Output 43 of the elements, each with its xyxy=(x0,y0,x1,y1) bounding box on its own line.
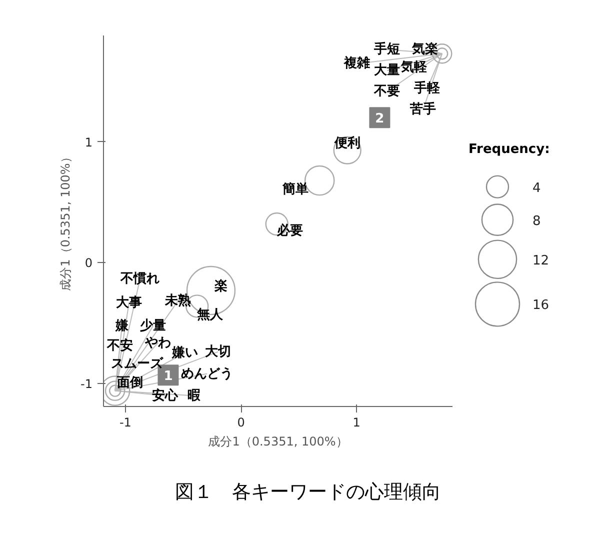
annotation: 複雑 xyxy=(343,55,370,72)
y-tick-label: 0 xyxy=(84,256,93,270)
annotation: 大事 xyxy=(116,295,142,310)
annotation: 簡単 xyxy=(282,182,309,198)
annotation: めんどう xyxy=(181,366,234,382)
annotation: 大切 xyxy=(205,344,232,360)
text: 図１ 各キーワードの心理傾向 xyxy=(175,481,441,505)
annotation: 気楽 xyxy=(411,42,438,58)
annotation: 不慣れ xyxy=(120,271,160,286)
annotation: スムーズ xyxy=(111,356,164,372)
y-axis-title: 成分1（0.5351, 100%） xyxy=(58,151,73,291)
annotation: 気軽 xyxy=(400,60,428,76)
y-tick-label: 1 xyxy=(84,135,93,150)
annotation: 必要 xyxy=(276,222,303,239)
annotation: 2 xyxy=(375,112,384,127)
annotation: 便利 xyxy=(333,134,360,151)
annotation: やわ xyxy=(144,335,172,350)
legend-label: 16 xyxy=(532,298,550,314)
legend-label: 4 xyxy=(532,180,541,196)
y-tick-label: -1 xyxy=(80,377,93,392)
annotation: 苦手 xyxy=(409,101,436,118)
annotation: 嫌い xyxy=(171,345,198,360)
annotation: 手軽 xyxy=(413,80,442,96)
annotation: 不要 xyxy=(373,84,400,100)
annotation: 楽 xyxy=(213,278,228,294)
x-tick-label: 1 xyxy=(352,416,360,430)
x-axis-title: 成分1（0.5351, 100%） xyxy=(208,434,348,448)
annotation: 嫌 xyxy=(114,318,130,334)
annotation: 手短 xyxy=(373,41,400,58)
x-tick-label: -1 xyxy=(119,416,132,430)
annotation: 少量 xyxy=(139,318,166,334)
annotation: 無人 xyxy=(196,308,224,323)
annotation: 不安 xyxy=(106,337,134,354)
legend-title: Frequency: xyxy=(468,142,550,157)
x-tick-label: 0 xyxy=(237,416,245,430)
annotation: 未熟 xyxy=(164,292,192,308)
legend-label: 12 xyxy=(532,253,550,268)
annotation: 安心 xyxy=(152,387,180,404)
legend-label: 8 xyxy=(532,214,541,229)
annotation: 暇 xyxy=(188,388,202,404)
annotation: 面倒 xyxy=(116,375,144,390)
annotation: 1 xyxy=(164,369,173,384)
annotation: 大量 xyxy=(374,63,400,78)
